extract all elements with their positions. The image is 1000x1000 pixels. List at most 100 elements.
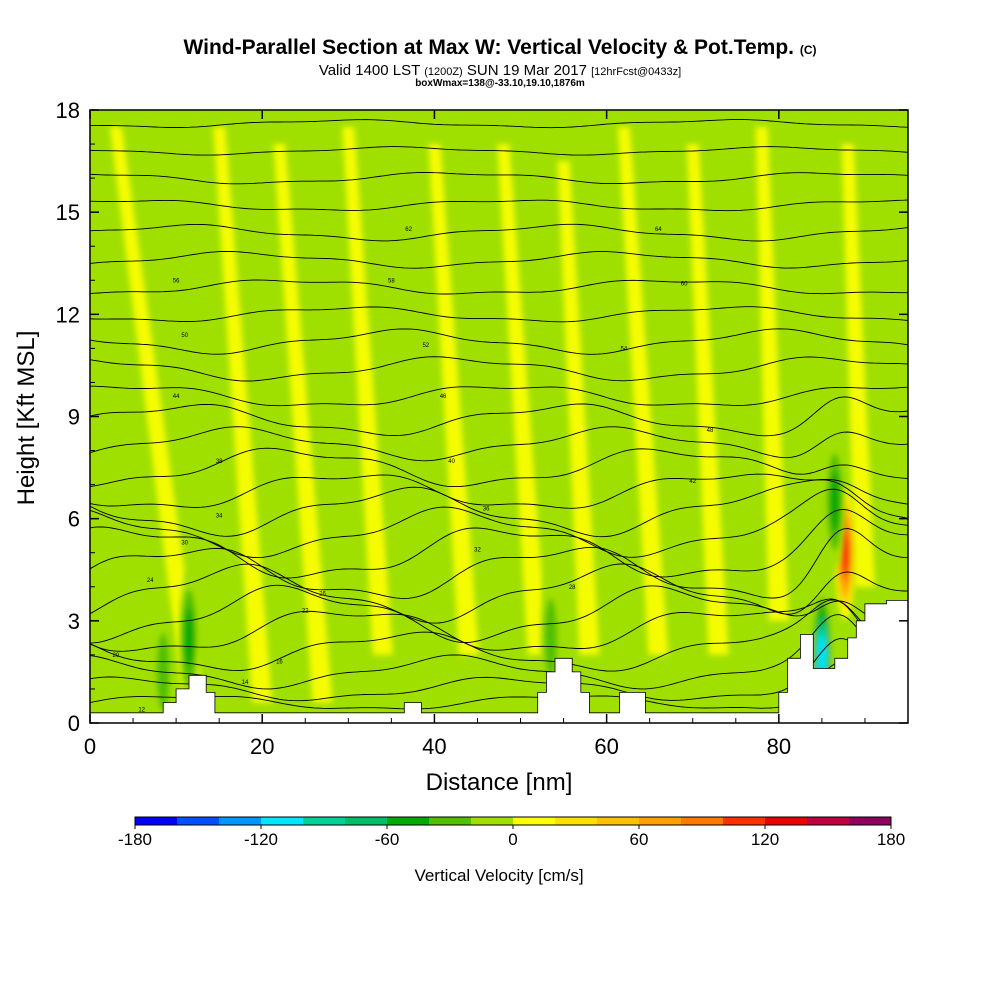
y-tick-label: 15: [56, 200, 80, 225]
colorbar-tick-label: -120: [244, 830, 278, 849]
isentrope-line: [90, 563, 908, 624]
isentrope-line: [90, 584, 908, 644]
isentrope-label: 22: [302, 609, 309, 615]
isentrope-line: [90, 447, 908, 488]
isentrope-label: 62: [405, 227, 412, 233]
isentrope-line: [90, 385, 908, 407]
feature-contour: [817, 633, 827, 677]
colorbar-tick-label: 0: [508, 830, 517, 849]
isentrope-line: [90, 638, 908, 702]
isentrope-line: [90, 473, 908, 509]
feature-downdraft: [179, 570, 200, 705]
x-tick-label: 20: [250, 734, 274, 759]
colorbar-tick-label: -180: [118, 830, 152, 849]
colorbar-swatch: [261, 817, 304, 825]
colorbar-swatch: [219, 817, 262, 825]
isentrope-label: 52: [422, 343, 429, 349]
colorbar-swatch: [765, 817, 808, 825]
isentrope-line: [90, 119, 908, 129]
isentrope-line: [90, 223, 908, 242]
colorbar-swatch: [177, 817, 220, 825]
colorbar-swatch: [849, 817, 892, 825]
feature-contour: [840, 531, 850, 574]
field-updraft-streak: [755, 127, 789, 621]
colorbar-swatch: [513, 817, 556, 825]
colorbar-swatch: [681, 817, 724, 825]
isentrope-label: 42: [689, 479, 696, 485]
isentrope-label: 64: [655, 227, 662, 233]
colorbar-swatch: [387, 817, 430, 825]
isentrope-line: [90, 199, 908, 212]
isentrope-label: 40: [448, 459, 455, 465]
y-tick-label: 3: [68, 609, 80, 634]
x-tick-label: 0: [84, 734, 96, 759]
isentrope-label: 50: [181, 333, 188, 339]
y-axis: 0 36 9 12 15 18: [56, 98, 908, 736]
x-tick-label: 40: [422, 734, 446, 759]
plot-area: [90, 110, 908, 723]
isentrope-label: 38: [216, 459, 223, 465]
isentrope-line: [90, 146, 908, 156]
colorbar: -180 -120 -60 0 60 120 180: [118, 816, 905, 849]
isentrope-label: 26: [319, 592, 326, 598]
field-updraft-streak: [617, 127, 669, 655]
field-updraft-streak: [841, 144, 875, 587]
colorbar-tick-label: -60: [375, 830, 400, 849]
field-updraft-streak: [109, 127, 204, 703]
isentrope-line: [90, 599, 908, 672]
colorbar-tick-label: 60: [630, 830, 649, 849]
x-axis-label: Distance [nm]: [426, 769, 573, 796]
isentrope-label: 34: [216, 513, 223, 519]
field-updraft-streak: [273, 144, 333, 703]
colorbar-swatch: [723, 817, 766, 825]
isentrope-label: 54: [621, 346, 628, 352]
colorbar-swatch: [807, 817, 850, 825]
isentrope-line: [90, 614, 908, 690]
chart-box-info: boxWmax=138@-33.10,19.10,1876m: [415, 78, 585, 89]
isentrope-label: 56: [173, 278, 180, 284]
field-updraft-streak: [213, 127, 273, 703]
isentrope-label: 44: [173, 394, 180, 400]
colorbar-tick-label: 120: [751, 830, 779, 849]
y-tick-label: 18: [56, 98, 80, 123]
feature-contour: [183, 607, 195, 669]
isentrope-lines: 12 14 16 20 22 24 26 28 30 32 34 36 38 40 42 44 46 48 50 52…: [90, 119, 908, 713]
colorbar-swatch: [555, 817, 598, 825]
feature-contour: [829, 471, 841, 532]
colorbar-swatch: [303, 817, 346, 825]
terrain-mask: [90, 600, 908, 723]
colorbar-swatch: [345, 817, 388, 825]
isentrope-label: 48: [707, 428, 714, 434]
x-tick-label: 80: [767, 734, 791, 759]
isentrope-label: 12: [138, 707, 145, 713]
isentrope-line: [90, 356, 908, 382]
feature-downdraft: [824, 434, 845, 569]
y-tick-label: 9: [68, 405, 80, 430]
feature-contour: [544, 598, 558, 678]
isentrope-line: [90, 488, 908, 559]
colorbar-tick-label: 180: [877, 830, 905, 849]
isentrope-label: 24: [147, 578, 154, 584]
isentrope-label: 46: [440, 394, 447, 400]
isentrope-label: 28: [569, 585, 576, 591]
y-tick-label: 0: [68, 711, 80, 736]
y-tick-label: 12: [56, 302, 80, 327]
isentrope-label: 20: [112, 653, 119, 659]
field-updraft-streak: [557, 161, 600, 655]
isentrope-line: [90, 396, 908, 437]
chart-subtitle: Valid 1400 LST (1200Z) SUN 19 Mar 2017 […: [318, 62, 682, 79]
isentrope-label: 36: [483, 506, 490, 512]
colorbar-swatch: [135, 817, 178, 825]
isentrope-label: 32: [474, 547, 481, 553]
isentrope-line: [90, 279, 908, 295]
isentrope-line: [90, 172, 908, 185]
isentrope-line: [90, 661, 908, 710]
isentrope-line: [90, 479, 908, 538]
x-tick-label: 60: [594, 734, 618, 759]
chart-title: Wind-Parallel Section at Max W: Vertical…: [183, 36, 817, 59]
isentrope-line: [90, 328, 908, 355]
colorbar-label: Vertical Velocity [cm/s]: [414, 866, 583, 885]
colorbar-swatch: [471, 817, 514, 825]
isentrope-line: [90, 250, 908, 269]
y-axis-label: Height [Kft MSL]: [13, 331, 40, 506]
